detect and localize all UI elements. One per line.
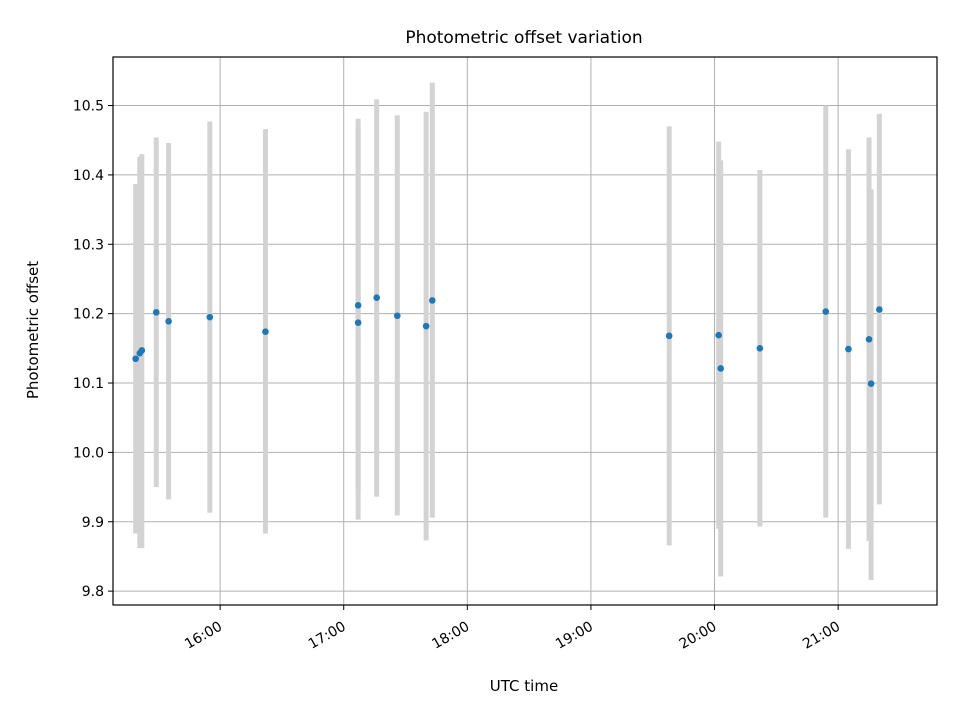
data-point: [845, 345, 852, 353]
plot-frame: [112, 56, 938, 606]
data-point: [393, 312, 401, 320]
data-point: [429, 297, 436, 304]
data-point: [132, 355, 139, 363]
data-point: [717, 365, 724, 372]
data-point: [822, 308, 830, 315]
data-point: [354, 302, 362, 309]
y-tick-label: 10.1: [73, 376, 104, 392]
chart-title: Photometric offset variation: [405, 28, 642, 48]
data-points: [132, 294, 883, 388]
y-tick-label: 10.0: [73, 445, 104, 461]
y-tick-label: 10.4: [73, 168, 104, 184]
x-axis-title: UTC time: [490, 677, 558, 695]
y-axis-ticks: 9.8 9.9 10.0 10.1 10.2 10.3 10.4 10.5: [73, 99, 113, 600]
data-point: [422, 322, 430, 330]
data-point: [206, 313, 214, 321]
data-point: [756, 345, 764, 352]
data-point: [865, 336, 873, 343]
y-tick-label: 9.9: [82, 515, 104, 531]
y-tick-label: 10.5: [73, 99, 104, 115]
data-point: [373, 294, 380, 302]
data-point: [152, 308, 160, 316]
y-tick-label: 10.3: [73, 237, 104, 253]
data-point: [665, 332, 673, 340]
data-point: [867, 380, 875, 388]
data-point: [715, 331, 722, 339]
data-point: [165, 317, 172, 325]
data-point: [262, 328, 269, 335]
data-point: [138, 347, 146, 354]
grid: [113, 57, 937, 605]
y-tick-label: 9.8: [82, 584, 104, 600]
y-tick-label: 10.2: [73, 307, 104, 323]
data-point: [354, 319, 362, 326]
data-point: [876, 306, 883, 313]
y-axis-title: Photometric offset: [24, 261, 42, 399]
